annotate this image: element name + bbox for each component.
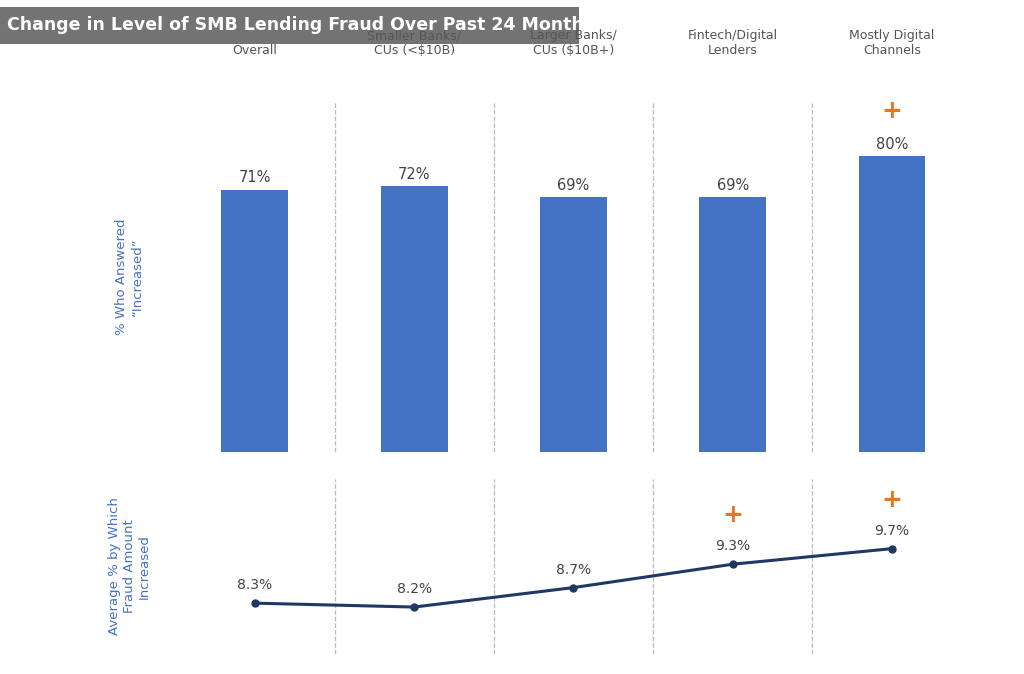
Text: 72%: 72% [398, 166, 430, 181]
Text: +: + [882, 488, 902, 512]
Text: +: + [722, 503, 743, 527]
Bar [381, 186, 447, 452]
Text: 9.7%: 9.7% [874, 524, 909, 538]
Y-axis label: % Who Answered
“Increased”: % Who Answered “Increased” [116, 218, 143, 334]
Bar [221, 189, 289, 452]
Text: Smaller Banks/
CUs (<$10B): Smaller Banks/ CUs (<$10B) [368, 29, 461, 57]
Text: +: + [882, 99, 902, 123]
Text: Overall: Overall [232, 44, 278, 57]
Text: Mostly Digital
Channels: Mostly Digital Channels [849, 29, 935, 57]
Text: Fintech/Digital
Lenders: Fintech/Digital Lenders [688, 29, 778, 57]
Text: 69%: 69% [557, 177, 590, 193]
Text: 8.3%: 8.3% [238, 578, 272, 592]
Bar [858, 156, 926, 452]
Bar [699, 197, 766, 452]
Y-axis label: Average % by Which
Fraud Amount
Increased: Average % by Which Fraud Amount Increase… [108, 497, 151, 635]
Text: 69%: 69% [717, 177, 749, 193]
Text: 8.2%: 8.2% [396, 582, 432, 596]
Text: Larger Banks/
CUs ($10B+): Larger Banks/ CUs ($10B+) [530, 29, 616, 57]
Text: 71%: 71% [239, 171, 271, 185]
Text: 8.7%: 8.7% [556, 563, 591, 577]
Text: 80%: 80% [876, 137, 908, 152]
Text: Change in Level of SMB Lending Fraud Over Past 24 Months: Change in Level of SMB Lending Fraud Ove… [7, 16, 594, 34]
Bar [540, 197, 607, 452]
Text: 9.3%: 9.3% [715, 539, 751, 553]
